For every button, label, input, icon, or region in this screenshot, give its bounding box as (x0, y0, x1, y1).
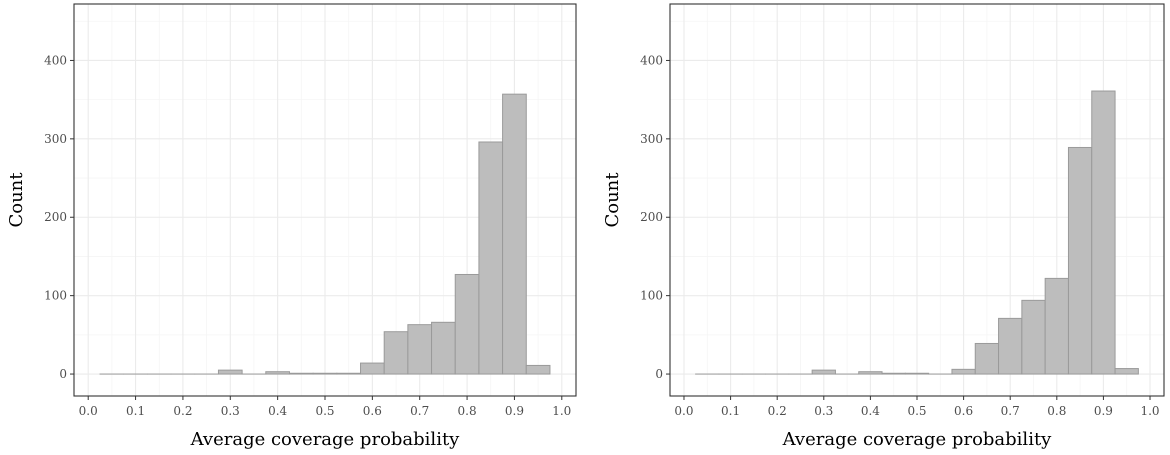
histogram-bar (478, 141, 504, 375)
histogram-bar (336, 372, 362, 375)
y-tick-label: 200 (44, 210, 67, 224)
histogram-bar (383, 331, 409, 375)
x-tick-label: 0.2 (768, 404, 787, 418)
x-tick-label: 0.0 (674, 404, 693, 418)
histogram-bar (431, 321, 456, 375)
x-tick-label: 0.5 (315, 404, 334, 418)
histogram-bar (1021, 299, 1046, 375)
histogram-bar (1067, 146, 1093, 375)
histogram-bar (1114, 368, 1139, 375)
histogram-bar (502, 93, 527, 375)
histogram-panel-right: 0.0 0.1 0.2 0.3 0.4 0.5 0.6 0.7 0.8 0.9 1.0 0 100 200… (602, 3, 1165, 450)
x-tick-label: 0.4 (268, 404, 287, 418)
histogram-bar (904, 372, 930, 375)
x-tick-label: 0.6 (363, 404, 382, 418)
x-tick-label: 0.5 (907, 404, 926, 418)
histogram-bar (525, 364, 551, 375)
histogram-bar (998, 317, 1023, 375)
x-tick-label: 0.0 (79, 404, 98, 418)
histogram-bar (407, 324, 433, 375)
y-tick-label: 100 (640, 289, 663, 303)
histogram-bar (217, 369, 243, 375)
x-tick-label: 0.9 (1094, 404, 1113, 418)
x-axis-title: Average coverage probability (190, 429, 461, 450)
y-tick-label: 0 (59, 367, 67, 381)
histogram-bar (454, 273, 480, 375)
histogram-bar (312, 372, 338, 375)
y-tick-label: 200 (640, 210, 663, 224)
x-tick-label: 0.3 (221, 404, 240, 418)
x-tick-label: 1.0 (1140, 404, 1159, 418)
histogram-bar (265, 371, 290, 375)
x-tick-label: 1.0 (552, 404, 571, 418)
histogram-panel-left: 0.0 0.1 0.2 0.3 0.4 0.5 0.6 0.7 0.8 0.9 1.0 0 100 200… (6, 3, 577, 450)
histogram-bar (858, 371, 883, 375)
y-tick-label: 300 (44, 132, 67, 146)
x-tick-label: 0.4 (861, 404, 880, 418)
x-tick-label: 0.2 (173, 404, 192, 418)
y-tick-label: 400 (44, 53, 67, 67)
x-tick-label: 0.7 (1001, 404, 1020, 418)
y-axis-title: Count (602, 172, 623, 228)
y-tick-label: 100 (44, 289, 67, 303)
x-tick-label: 0.8 (1047, 404, 1066, 418)
histogram-bar (974, 342, 1000, 375)
histogram-bar (360, 362, 385, 375)
x-tick-label: 0.1 (721, 404, 740, 418)
x-tick-label: 0.7 (410, 404, 429, 418)
y-tick-label: 400 (640, 53, 663, 67)
histogram-bar (288, 372, 314, 375)
x-tick-label: 0.9 (505, 404, 524, 418)
y-tick-label: 300 (640, 132, 663, 146)
histogram-bar (811, 369, 836, 375)
x-axis-title: Average coverage probability (782, 429, 1053, 450)
histogram-bar (951, 368, 976, 375)
histogram-bar (881, 372, 906, 375)
x-tick-label: 0.3 (814, 404, 833, 418)
histogram-bar (1091, 90, 1116, 375)
x-tick-label: 0.1 (126, 404, 145, 418)
x-tick-label: 0.8 (458, 404, 477, 418)
y-tick-label: 0 (655, 367, 663, 381)
y-axis-title: Count (6, 172, 27, 228)
histogram-bar (1044, 277, 1069, 375)
x-tick-label: 0.6 (954, 404, 973, 418)
